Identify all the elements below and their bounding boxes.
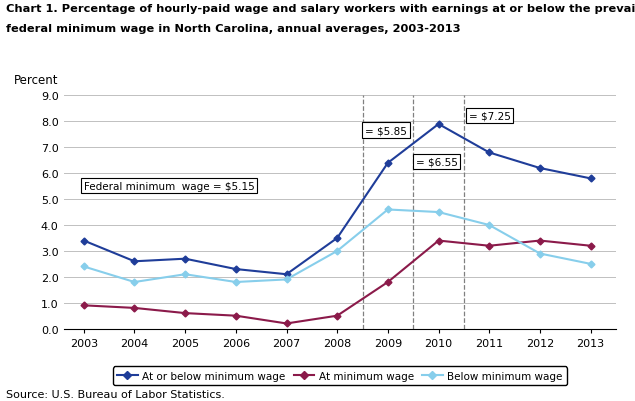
Below minimum wage	[80, 264, 88, 269]
At or below minimum wage	[182, 257, 189, 261]
Line: At minimum wage: At minimum wage	[81, 239, 593, 326]
Text: Percent: Percent	[14, 74, 58, 87]
At minimum wage	[131, 306, 138, 310]
Text: = $6.55: = $6.55	[416, 157, 458, 167]
Below minimum wage	[435, 210, 443, 215]
At or below minimum wage	[333, 236, 341, 241]
At minimum wage	[283, 321, 290, 326]
Text: = $7.25: = $7.25	[469, 111, 511, 122]
At minimum wage	[182, 311, 189, 316]
At minimum wage	[80, 303, 88, 308]
At minimum wage	[384, 280, 392, 285]
Legend: At or below minimum wage, At minimum wage, Below minimum wage: At or below minimum wage, At minimum wag…	[113, 367, 566, 385]
At minimum wage	[435, 239, 443, 243]
Text: federal minimum wage in North Carolina, annual averages, 2003-2013: federal minimum wage in North Carolina, …	[6, 24, 461, 34]
Below minimum wage	[333, 249, 341, 254]
At minimum wage	[536, 239, 544, 243]
Below minimum wage	[232, 280, 239, 285]
Line: At or below minimum wage: At or below minimum wage	[81, 122, 593, 277]
At minimum wage	[485, 244, 493, 249]
Below minimum wage	[587, 262, 594, 267]
At or below minimum wage	[536, 166, 544, 171]
Text: Chart 1. Percentage of hourly-paid wage and salary workers with earnings at or b: Chart 1. Percentage of hourly-paid wage …	[6, 4, 635, 14]
Text: Source: U.S. Bureau of Labor Statistics.: Source: U.S. Bureau of Labor Statistics.	[6, 389, 225, 399]
At or below minimum wage	[232, 267, 239, 272]
Below minimum wage	[384, 208, 392, 213]
At or below minimum wage	[435, 122, 443, 127]
Below minimum wage	[485, 223, 493, 228]
Below minimum wage	[182, 272, 189, 277]
At or below minimum wage	[485, 151, 493, 156]
At or below minimum wage	[131, 259, 138, 264]
Below minimum wage	[131, 280, 138, 285]
Line: Below minimum wage: Below minimum wage	[81, 208, 593, 285]
At or below minimum wage	[384, 161, 392, 166]
At minimum wage	[333, 314, 341, 318]
Below minimum wage	[283, 277, 290, 282]
At or below minimum wage	[80, 239, 88, 243]
At or below minimum wage	[587, 176, 594, 181]
At minimum wage	[587, 244, 594, 249]
Text: = $5.85: = $5.85	[365, 126, 407, 136]
At or below minimum wage	[283, 272, 290, 277]
Text: Federal minimum  wage = $5.15: Federal minimum wage = $5.15	[84, 181, 255, 191]
Below minimum wage	[536, 251, 544, 256]
At minimum wage	[232, 314, 239, 318]
